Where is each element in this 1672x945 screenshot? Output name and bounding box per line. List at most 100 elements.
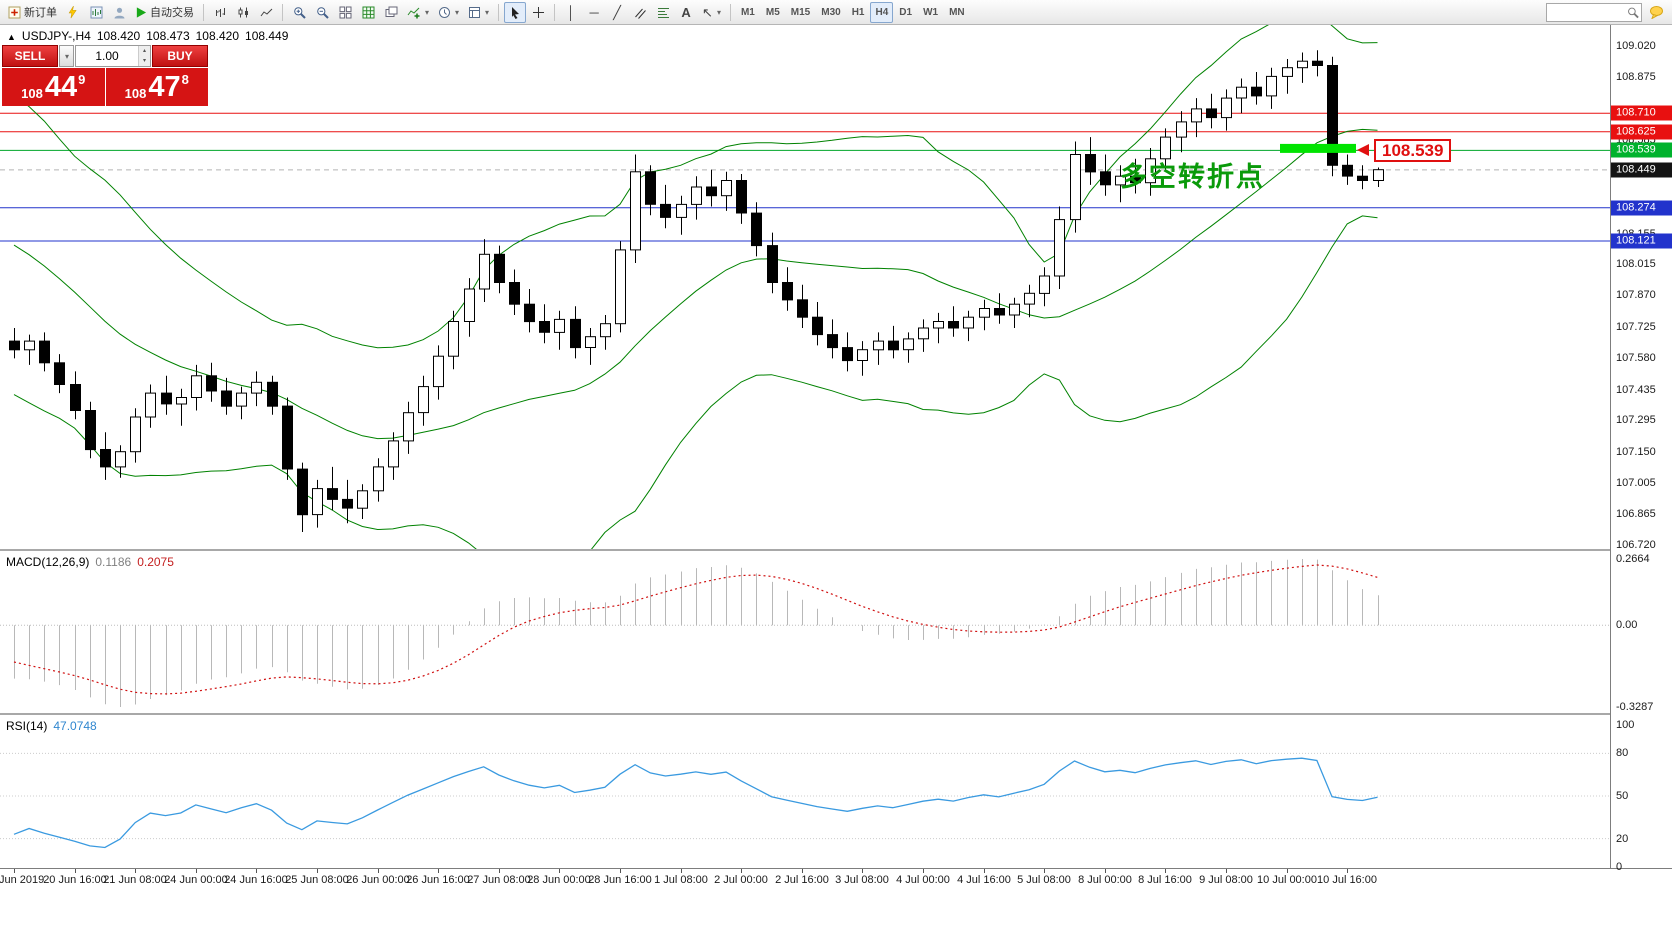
tile-windows-icon	[339, 6, 351, 18]
timeframe-m1-button[interactable]: M1	[736, 2, 760, 23]
price-callout-arrow-icon	[1357, 144, 1369, 156]
clock-icon	[439, 6, 451, 18]
macd-panel-chart[interactable]	[0, 551, 1610, 713]
new-chart-button[interactable]	[85, 2, 107, 23]
new-order-button[interactable]: 新订单	[4, 2, 61, 23]
channel-tool-button[interactable]	[629, 2, 651, 23]
toolbar-separator	[203, 3, 204, 21]
candle-chart-type-button[interactable]	[232, 2, 254, 23]
order-options-dropdown[interactable]: ▾	[59, 45, 74, 67]
time-axis-label: 10 Jul 00:00	[1257, 874, 1317, 886]
panel-separator[interactable]	[0, 549, 1672, 551]
vertical-line-tool-button[interactable]: │	[560, 2, 582, 23]
fibonacci-tool-button[interactable]	[652, 2, 674, 23]
toolbar-separator	[729, 3, 731, 21]
chart-close-value: 108.449	[245, 29, 289, 43]
time-axis-tick	[378, 869, 379, 873]
time-axis-tick	[196, 869, 197, 873]
chart-high-value: 108.473	[146, 29, 190, 43]
timeframe-w1-button[interactable]: W1	[918, 2, 943, 23]
chart-window-icon	[90, 6, 102, 18]
time-axis-label: 24 Jun 00:00	[164, 874, 228, 886]
templates-button[interactable]: ▾	[464, 2, 493, 23]
timeframe-mn-button[interactable]: MN	[944, 2, 970, 23]
volume-increase-button[interactable]: ▴	[139, 46, 150, 56]
time-axis-tick	[14, 869, 15, 873]
cursor-button[interactable]	[504, 1, 527, 23]
periods-button[interactable]: ▾	[434, 2, 463, 23]
time-axis-tick	[802, 869, 803, 873]
macd-name: MACD(12,26,9)	[6, 555, 90, 569]
volume-decrease-button[interactable]: ▾	[139, 56, 150, 66]
volume-input[interactable]	[76, 46, 150, 66]
price-axis-label: 108.015	[1616, 258, 1656, 270]
lightning-button[interactable]	[62, 2, 84, 23]
text-tool-button[interactable]: A	[675, 2, 697, 23]
rsi-panel-chart[interactable]	[0, 715, 1610, 868]
sell-quote[interactable]: 108 44 9	[2, 68, 105, 106]
buy-quote[interactable]: 108 47 8	[105, 68, 208, 106]
grid-icon	[362, 6, 374, 18]
zoom-out-button[interactable]	[311, 2, 333, 23]
time-axis-label: 27 Jun 08:00	[467, 874, 531, 886]
search-input[interactable]	[1549, 6, 1627, 18]
buy-button[interactable]: BUY	[152, 45, 208, 67]
macd-label: MACD(12,26,9) 0.1186 0.2075	[6, 555, 174, 569]
bar-chart-type-button[interactable]	[209, 2, 231, 23]
line-chart-type-button[interactable]	[255, 2, 277, 23]
price-tag: 108.710	[1611, 105, 1672, 121]
autotrade-play-icon	[136, 6, 147, 18]
timeframe-m15-button[interactable]: M15	[786, 2, 815, 23]
time-axis-label: 25 Jun 08:00	[285, 874, 349, 886]
search-box	[1546, 2, 1642, 22]
price-chart[interactable]	[0, 24, 1610, 549]
chart-expand-icon[interactable]: ▲	[7, 32, 16, 42]
chevron-down-icon: ▾	[485, 7, 490, 17]
toolbar-separator	[498, 3, 500, 21]
panel-separator[interactable]	[0, 713, 1672, 715]
trendline-tool-button[interactable]: ╱	[606, 2, 628, 23]
cascade-windows-button[interactable]	[380, 2, 402, 23]
zoom-in-button[interactable]	[288, 2, 310, 23]
sell-button[interactable]: SELL	[2, 45, 58, 67]
volume-box: ▴ ▾	[75, 45, 151, 67]
price-axis[interactable]: 109.020108.875108.585108.155108.015107.8…	[1610, 24, 1672, 873]
timeframe-m5-button[interactable]: M5	[761, 2, 785, 23]
fibonacci-icon	[657, 7, 669, 18]
tile-windows-button[interactable]	[334, 2, 356, 23]
price-axis-label: 107.870	[1616, 289, 1656, 301]
crosshair-button[interactable]	[527, 2, 549, 23]
time-axis-tick	[135, 869, 136, 873]
sell-big-figure: 108	[21, 86, 43, 101]
timeframe-h1-button[interactable]: H1	[847, 2, 870, 23]
macd-signal-value: 0.2075	[137, 555, 174, 569]
time-axis-tick	[75, 869, 76, 873]
time-axis-label: 1 Jul 08:00	[654, 874, 708, 886]
time-axis-label: 8 Jul 00:00	[1078, 874, 1132, 886]
candles-group	[9, 50, 1384, 532]
time-axis-tick	[499, 869, 500, 873]
horizontal-line-tool-button[interactable]: ─	[583, 2, 605, 23]
timeframe-group: M1 M5 M15 M30 H1 H4 D1 W1 MN	[736, 1, 970, 23]
grid-button[interactable]	[357, 2, 379, 23]
time-axis-tick	[1165, 869, 1166, 873]
candle-chart-type-icon	[238, 7, 248, 17]
price-callout-label: 108.539	[1374, 139, 1452, 162]
indicators-button[interactable]: ▾	[403, 2, 433, 23]
timeframe-h4-button[interactable]: H4	[870, 1, 894, 23]
timeframe-d1-button[interactable]: D1	[894, 2, 917, 23]
autotrading-button[interactable]: 自动交易	[131, 2, 198, 23]
time-axis-label: 20 Jun 16:00	[43, 874, 107, 886]
arrows-tool-button[interactable]: ↖ ▾	[698, 2, 725, 23]
time-axis-tick	[620, 869, 621, 873]
rsi-axis-label: 20	[1616, 833, 1629, 845]
macd-axis-label: 0.2664	[1616, 553, 1650, 565]
chat-icon	[1650, 6, 1663, 19]
time-axis-label: 5 Jul 08:00	[1017, 874, 1071, 886]
chat-button[interactable]	[1645, 2, 1668, 23]
macd-signal-line	[13, 564, 1378, 695]
profiles-button[interactable]	[108, 2, 130, 23]
timeframe-m30-button[interactable]: M30	[816, 2, 845, 23]
